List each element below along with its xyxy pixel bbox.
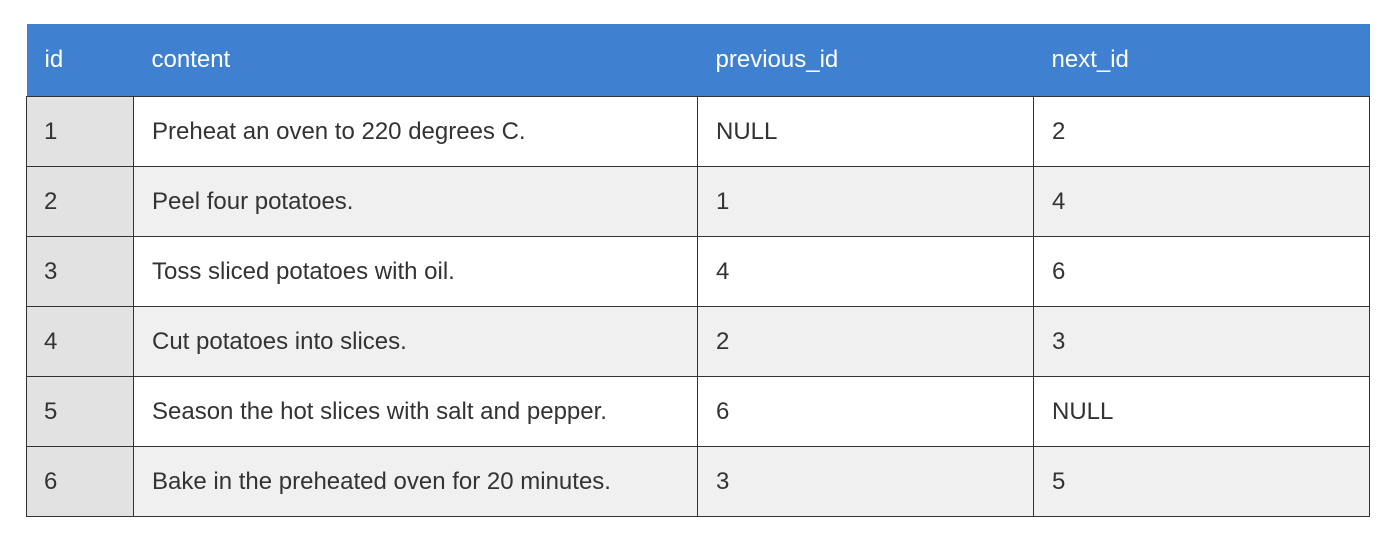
cell-content: Peel four potatoes. bbox=[133, 166, 698, 237]
cell-content: Bake in the preheated oven for 20 minute… bbox=[133, 446, 698, 517]
header-content: content bbox=[133, 24, 698, 97]
cell-previous-id: 3 bbox=[697, 446, 1034, 517]
header-row: id content previous_id next_id bbox=[26, 24, 1370, 97]
cell-previous-id: 4 bbox=[697, 236, 1034, 307]
cell-next-id: 3 bbox=[1033, 306, 1370, 377]
cell-next-id: 2 bbox=[1033, 96, 1370, 167]
cell-next-id: 4 bbox=[1033, 166, 1370, 237]
table-row: 5 Season the hot slices with salt and pe… bbox=[26, 376, 1370, 447]
table-row: 4 Cut potatoes into slices. 2 3 bbox=[26, 306, 1370, 377]
cell-next-id: 6 bbox=[1033, 236, 1370, 307]
cell-id: 4 bbox=[26, 306, 134, 377]
cell-content: Season the hot slices with salt and pepp… bbox=[133, 376, 698, 447]
cell-id: 1 bbox=[26, 96, 134, 167]
table-row: 2 Peel four potatoes. 1 4 bbox=[26, 166, 1370, 237]
cell-content: Cut potatoes into slices. bbox=[133, 306, 698, 377]
cell-next-id: 5 bbox=[1033, 446, 1370, 517]
table-row: 1 Preheat an oven to 220 degrees C. NULL… bbox=[26, 96, 1370, 167]
cell-previous-id: 6 bbox=[697, 376, 1034, 447]
table-row: 3 Toss sliced potatoes with oil. 4 6 bbox=[26, 236, 1370, 307]
table-body: 1 Preheat an oven to 220 degrees C. NULL… bbox=[26, 96, 1370, 517]
recipe-steps-table-container: id content previous_id next_id 1 Preheat… bbox=[26, 24, 1370, 517]
cell-id: 5 bbox=[26, 376, 134, 447]
cell-previous-id: 1 bbox=[697, 166, 1034, 237]
cell-previous-id: NULL bbox=[697, 96, 1034, 167]
header-previous-id: previous_id bbox=[697, 24, 1034, 97]
table-header: id content previous_id next_id bbox=[26, 24, 1370, 97]
cell-id: 2 bbox=[26, 166, 134, 237]
table-row: 6 Bake in the preheated oven for 20 minu… bbox=[26, 446, 1370, 517]
cell-next-id: NULL bbox=[1033, 376, 1370, 447]
header-next-id: next_id bbox=[1033, 24, 1370, 97]
cell-previous-id: 2 bbox=[697, 306, 1034, 377]
cell-content: Preheat an oven to 220 degrees C. bbox=[133, 96, 698, 167]
header-id: id bbox=[26, 24, 134, 97]
cell-id: 3 bbox=[26, 236, 134, 307]
cell-content: Toss sliced potatoes with oil. bbox=[133, 236, 698, 307]
cell-id: 6 bbox=[26, 446, 134, 517]
recipe-steps-table: id content previous_id next_id 1 Preheat… bbox=[26, 24, 1370, 517]
